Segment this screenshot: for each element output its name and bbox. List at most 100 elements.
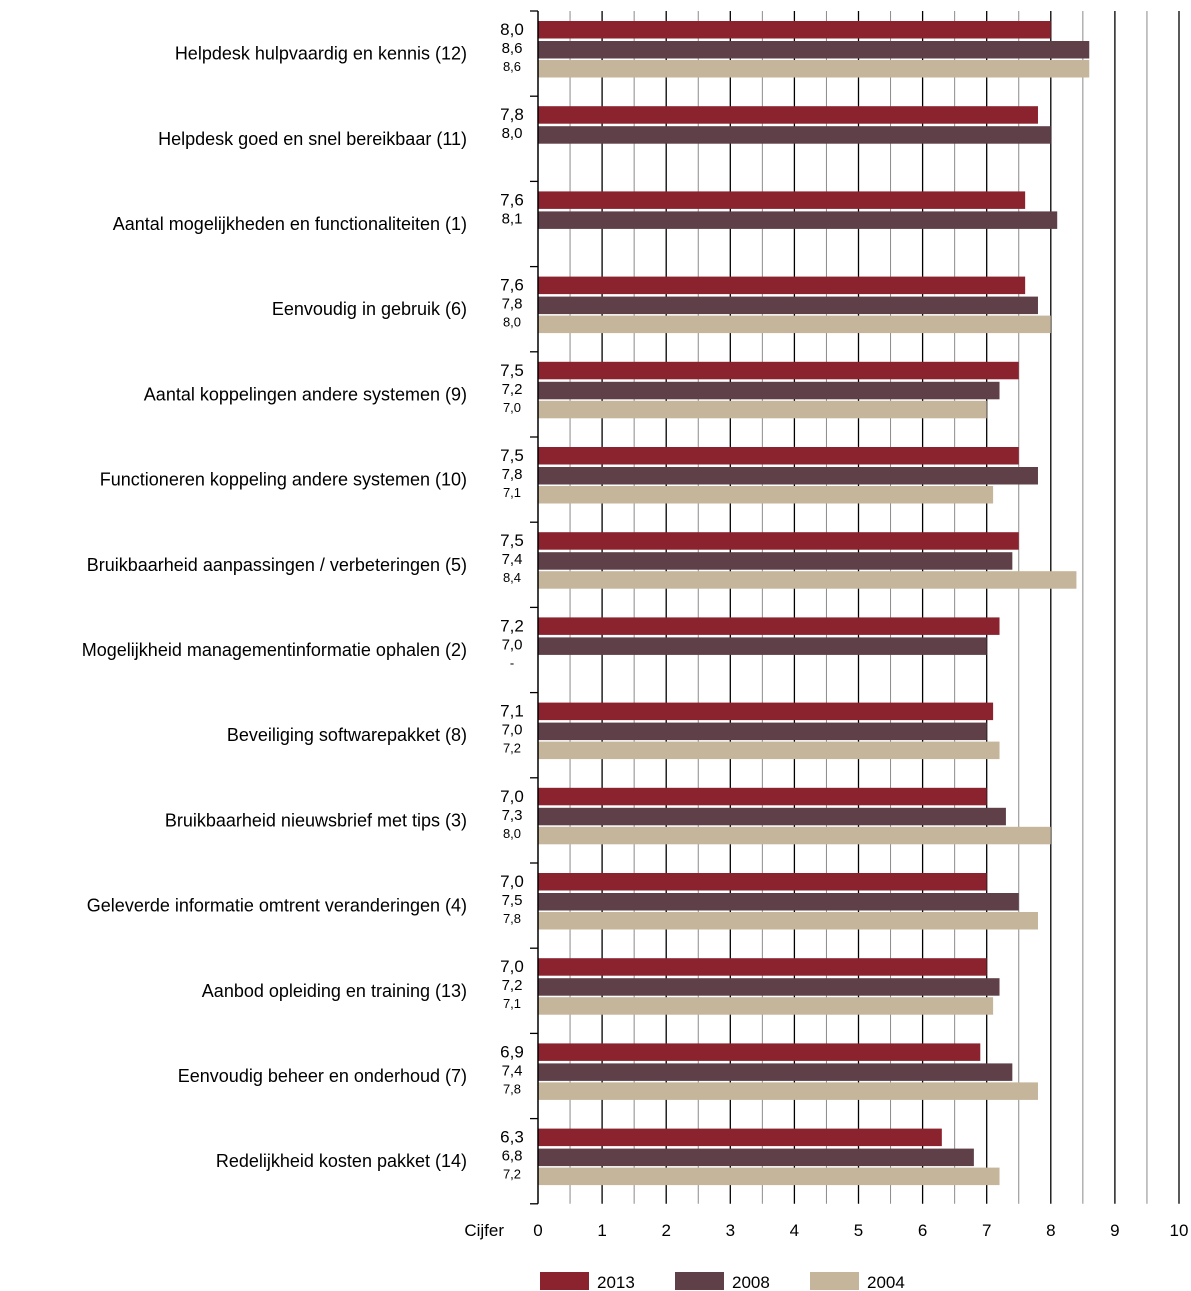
bar-2013	[538, 447, 1019, 465]
category-labels: Helpdesk hulpvaardig en kennis (12) Helpd…	[82, 44, 467, 1172]
value-label-2013: 7,6	[500, 190, 524, 209]
bar-2008	[538, 41, 1090, 59]
bar-2013	[538, 532, 1019, 550]
legend-swatch-2013	[540, 1272, 589, 1290]
category-label: Functioneren koppeling andere systemen (…	[100, 470, 467, 490]
bar-2008	[538, 807, 1006, 826]
value-label-2008: 7,3	[502, 807, 523, 824]
bar-2008	[538, 296, 1038, 315]
bar-2004	[538, 400, 987, 419]
value-label-2013: 7,8	[500, 105, 524, 124]
bar-2008	[538, 637, 987, 655]
x-tick-label: 0	[533, 1221, 542, 1240]
legend-label-2013: 2013	[597, 1273, 635, 1291]
bar-2013	[538, 873, 987, 891]
bar-2013	[538, 1043, 981, 1061]
bar-2013	[538, 106, 1038, 124]
x-tick-label: 7	[982, 1221, 991, 1240]
x-tick-label: 6	[918, 1221, 927, 1240]
category-label: Bruikbaarheid aanpassingen / verbetering…	[87, 555, 467, 575]
bar-2008	[538, 1148, 974, 1167]
bar-2013	[538, 361, 1019, 380]
category-label: Eenvoudig in gebruik (6)	[272, 299, 467, 319]
bar-2013	[538, 276, 1026, 295]
category-label: Bruikbaarheid nieuwsbrief met tips (3)	[165, 810, 467, 830]
legend-swatch-2008	[675, 1272, 724, 1290]
value-label-2004: 7,8	[503, 911, 521, 926]
bar-2004	[538, 912, 1038, 930]
value-label-2008: 7,8	[502, 296, 523, 313]
bars	[538, 21, 1090, 1186]
x-axis-title: Cijfer	[464, 1221, 504, 1240]
value-label-2013: 8,0	[500, 20, 524, 39]
x-tick-label: 2	[661, 1221, 670, 1240]
value-label-2004: 7,1	[503, 485, 521, 500]
bar-2008	[538, 211, 1058, 229]
bar-2008	[538, 978, 1000, 996]
category-label: Beveiliging softwarepakket (8)	[227, 725, 467, 745]
value-label-2008: 7,5	[502, 892, 523, 909]
bar-2004	[538, 486, 994, 504]
bar-2004	[538, 1082, 1038, 1100]
bar-2004	[538, 1167, 1000, 1186]
category-label: Helpdesk hulpvaardig en kennis (12)	[175, 44, 467, 64]
category-label: Geleverde informatie omtrent verandering…	[87, 896, 467, 916]
category-label: Mogelijkheid managementinformatie ophale…	[82, 640, 467, 660]
bar-2008	[538, 1063, 1013, 1081]
value-label-2013: 7,0	[500, 787, 524, 806]
bar-2008	[538, 722, 987, 741]
value-label-2008: 6,8	[502, 1148, 523, 1165]
bar-2013	[538, 1128, 942, 1147]
category-label: Aantal mogelijkheden en functionaliteite…	[113, 214, 467, 234]
value-label-2013: 7,1	[500, 702, 524, 721]
value-label-2013: 7,0	[500, 957, 524, 976]
bar-2004	[538, 315, 1051, 334]
bar-2004	[538, 826, 1051, 845]
bar-2013	[538, 617, 1000, 635]
value-label-2004: 7,0	[503, 400, 521, 415]
value-label-2008: 7,4	[502, 551, 523, 568]
bar-2004	[538, 571, 1077, 589]
value-label-2004: 8,0	[503, 315, 521, 330]
legend-label-2004: 2004	[867, 1273, 905, 1291]
category-label: Aanbod opleiding en training (13)	[202, 981, 467, 1001]
value-label-2008: 8,0	[502, 125, 523, 142]
value-label-2008: 7,2	[502, 977, 523, 994]
category-label: Redelijkheid kosten pakket (14)	[216, 1151, 467, 1171]
x-axis-tick-labels: 0 1 2 3 4 5 6 7 8 9 10	[533, 1221, 1188, 1240]
value-label-2008: 7,2	[502, 381, 523, 398]
bar-2013	[538, 787, 987, 806]
value-label-2013: 7,0	[500, 872, 524, 891]
category-label: Helpdesk goed en snel bereikbaar (11)	[158, 129, 467, 149]
bar-2004	[538, 997, 994, 1015]
bar-2004	[538, 741, 1000, 760]
x-tick-label: 5	[854, 1221, 863, 1240]
value-label-2008: 7,8	[502, 466, 523, 483]
bar-2013	[538, 21, 1051, 39]
value-label-2004: 8,4	[503, 570, 521, 585]
value-label-2004: -	[510, 655, 514, 670]
legend: 2013 2008 2004	[540, 1272, 905, 1291]
value-label-2004: 7,2	[503, 1167, 521, 1182]
value-label-2004: 8,0	[503, 826, 521, 841]
value-label-2013: 7,5	[500, 446, 524, 465]
value-label-2008: 7,4	[502, 1062, 523, 1079]
value-label-2004: 7,2	[503, 741, 521, 756]
bar-2004	[538, 60, 1090, 78]
bar-2013	[538, 702, 994, 721]
value-label-2013: 7,5	[500, 361, 524, 380]
category-label: Aantal koppelingen andere systemen (9)	[144, 384, 467, 404]
legend-swatch-2004	[810, 1272, 859, 1290]
value-label-2008: 8,6	[502, 40, 523, 57]
value-label-2004: 7,1	[503, 996, 521, 1011]
bar-2008	[538, 552, 1013, 570]
category-label: Eenvoudig beheer en onderhoud (7)	[178, 1066, 467, 1086]
bar-2008	[538, 467, 1038, 485]
bar-2013	[538, 191, 1026, 209]
value-label-2013: 7,6	[500, 276, 524, 295]
x-tick-label: 4	[790, 1221, 799, 1240]
value-label-2013: 6,9	[500, 1042, 524, 1061]
value-label-2013: 7,2	[500, 616, 524, 635]
x-tick-label: 8	[1046, 1221, 1055, 1240]
